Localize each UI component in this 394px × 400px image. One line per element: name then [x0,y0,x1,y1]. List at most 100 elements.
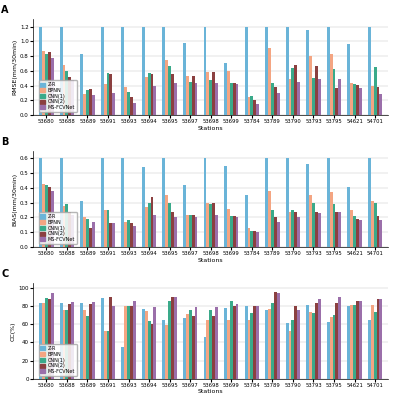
Bar [39,303,42,379]
Bar [315,212,318,247]
Bar [112,306,115,379]
X-axis label: Stations: Stations [198,258,223,262]
Bar [286,323,288,379]
Bar [338,212,341,247]
Bar [333,204,335,247]
Text: B: B [1,137,8,147]
Bar [86,316,89,379]
Bar [277,222,280,247]
Bar [224,166,227,247]
Bar [124,306,127,379]
Text: A: A [1,5,9,15]
Bar [80,201,83,247]
Bar [265,158,268,247]
Bar [110,223,112,247]
Legend: Z-R, BPNN, CNN(1), CNN(2), MS-FCVNet: Z-R, BPNN, CNN(1), CNN(2), MS-FCVNet [39,344,76,376]
Bar [335,303,338,379]
Bar [333,69,335,115]
Bar [253,231,256,247]
Bar [271,210,274,247]
Bar [212,316,215,379]
Bar [48,300,51,379]
Bar [353,84,356,115]
Bar [65,310,69,379]
Bar [348,44,350,115]
Bar [83,94,86,115]
Bar [230,82,233,115]
Bar [368,26,371,115]
Bar [245,195,247,247]
Bar [253,100,256,115]
Bar [371,201,374,247]
Bar [174,83,177,115]
Bar [101,26,104,115]
Bar [206,203,209,247]
Bar [306,164,309,247]
Bar [265,310,268,379]
Bar [174,218,177,247]
Bar [288,330,292,379]
Bar [83,310,86,379]
Bar [230,301,233,379]
Bar [330,317,333,379]
Bar [171,212,174,247]
Bar [318,79,321,115]
Bar [215,83,218,115]
Bar [145,207,148,247]
Bar [306,305,309,379]
Bar [71,214,74,247]
Bar [312,78,315,115]
Bar [191,76,195,115]
Bar [379,220,382,247]
Bar [86,90,89,115]
Bar [189,310,191,379]
Bar [236,218,238,247]
Bar [127,306,130,379]
Bar [191,316,195,379]
Y-axis label: RMSE(mm/30min): RMSE(mm/30min) [12,39,17,95]
Bar [315,303,318,379]
Bar [42,303,45,379]
Bar [107,210,110,247]
Bar [89,89,92,115]
Bar [101,298,104,379]
Bar [335,212,338,247]
Bar [60,26,63,115]
Bar [294,65,297,115]
Bar [101,158,104,247]
Bar [168,66,171,115]
Bar [104,84,107,115]
Bar [227,71,230,115]
Bar [148,203,151,247]
Bar [121,347,124,379]
Bar [60,303,63,379]
Bar [350,210,353,247]
Bar [286,158,288,247]
Bar [133,103,136,115]
Bar [142,26,145,115]
X-axis label: Stations: Stations [198,126,223,130]
Bar [330,54,333,115]
Bar [256,104,259,115]
Bar [63,310,65,379]
Bar [69,212,71,247]
Bar [350,305,353,379]
Bar [327,26,330,115]
Bar [186,214,189,247]
Bar [195,218,197,247]
Bar [245,306,247,379]
Bar [236,84,238,115]
Bar [92,302,95,379]
Bar [274,87,277,115]
Bar [107,330,110,379]
Bar [133,226,136,247]
Bar [153,214,156,247]
Bar [42,184,45,247]
Bar [256,232,259,247]
Bar [48,52,51,115]
Bar [104,210,107,247]
Bar [371,305,374,379]
Bar [171,74,174,115]
Bar [60,158,63,247]
Bar [297,218,300,247]
